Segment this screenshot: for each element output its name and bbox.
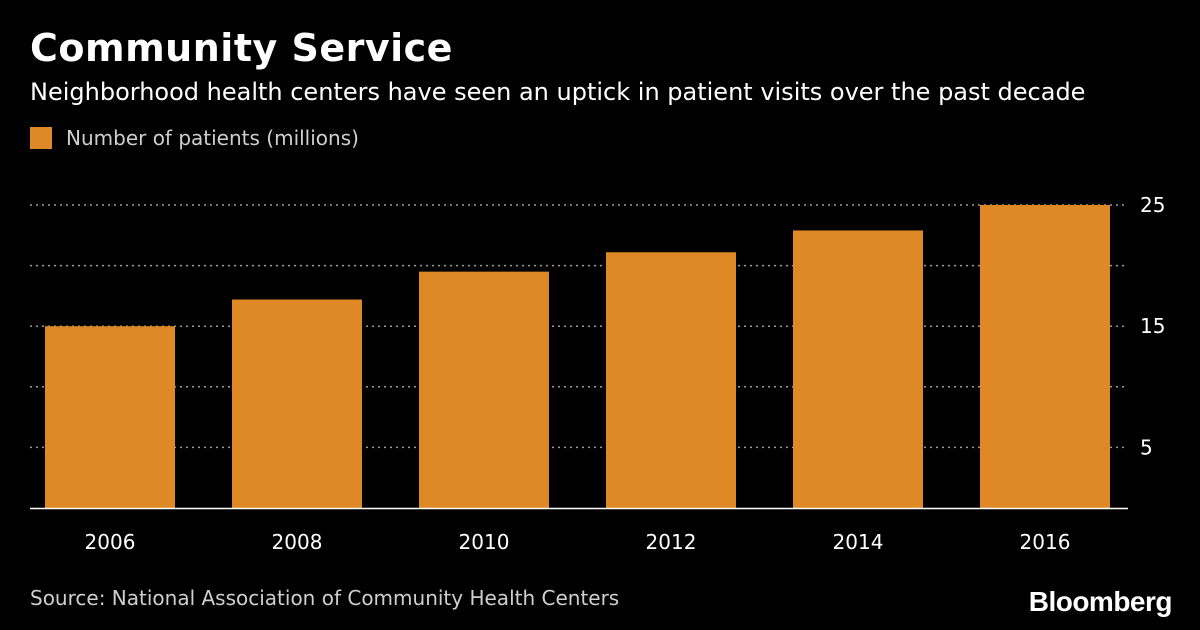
x-tick-label-2010: 2010 (459, 530, 510, 554)
bar-2010 (419, 271, 549, 508)
y-tick-label-15: 15 (1140, 314, 1165, 338)
x-tick-label-2016: 2016 (1020, 530, 1071, 554)
bar-2006 (45, 326, 175, 508)
legend-swatch (30, 127, 52, 149)
source-note: Source: National Association of Communit… (30, 586, 620, 610)
x-tick-label-2008: 2008 (272, 530, 323, 554)
y-tick-labels: 5 15 25 (1140, 193, 1165, 459)
legend-label: Number of patients (millions) (66, 126, 359, 150)
bar-2014 (793, 230, 923, 508)
chart-title: Community Service (30, 26, 453, 70)
gridlines (30, 204, 1128, 449)
bars (45, 205, 1110, 508)
y-tick-label-25: 25 (1140, 193, 1165, 217)
bar-2016 (980, 205, 1110, 508)
legend: Number of patients (millions) (30, 126, 359, 150)
bloomberg-logo: Bloomberg (1028, 586, 1173, 617)
bar-2012 (606, 252, 736, 508)
bar-2008 (232, 299, 362, 508)
x-tick-label-2012: 2012 (646, 530, 697, 554)
x-tick-label-2006: 2006 (85, 530, 136, 554)
chart-subtitle: Neighborhood health centers have seen an… (30, 78, 1086, 106)
x-tick-label-2014: 2014 (833, 530, 884, 554)
y-tick-label-5: 5 (1140, 435, 1153, 459)
x-tick-labels: 2006 2008 2010 2012 2014 2016 (85, 530, 1071, 554)
